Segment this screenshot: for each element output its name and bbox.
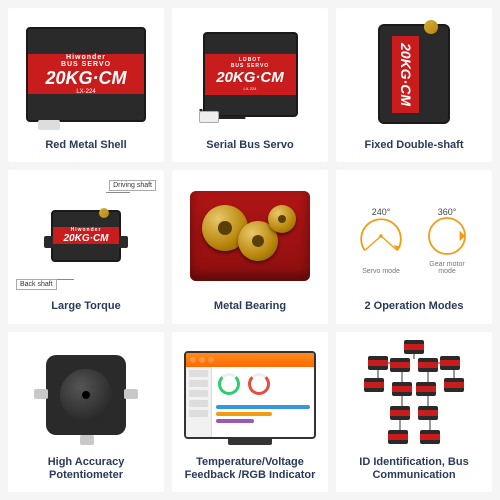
product-image xyxy=(176,178,324,295)
gauge-icon xyxy=(248,373,270,395)
feature-card-operation-modes: 240° Servo mode 360° Gear motor mode 2 O… xyxy=(336,170,492,324)
feature-card-serial-bus-servo: LOBOT BUS SERVO 20KG·CM LX-224 Serial Bu… xyxy=(172,8,328,162)
servo-node-icon xyxy=(388,430,408,444)
humanoid-robot-illustration xyxy=(364,340,464,450)
torque-text: 20KG·CM xyxy=(45,68,126,89)
feature-card-potentiometer: High Accuracy Potentiometer xyxy=(8,332,164,492)
servo-node-icon xyxy=(418,358,438,372)
servo-illustration: Hiwonder 20KG·CM xyxy=(51,210,121,262)
sidebar-icon xyxy=(186,367,212,439)
feature-caption: Fixed Double-shaft xyxy=(364,139,463,152)
servo-illustration: LOBOT BUS SERVO 20KG·CM LX-224 xyxy=(203,32,298,117)
feature-card-metal-bearing: Metal Bearing xyxy=(172,170,328,324)
servo-node-icon xyxy=(364,378,384,392)
feature-caption: High Accuracy Potentiometer xyxy=(12,456,160,482)
feature-caption: Temperature/Voltage Feedback /RGB Indica… xyxy=(176,456,324,482)
torque-text: 20KG·CM xyxy=(63,233,108,244)
product-image xyxy=(340,340,488,450)
gear-icon xyxy=(268,205,296,233)
gauge-icon xyxy=(218,373,240,395)
product-image: Hiwonder BUS SERVO 20KG·CM LX-224 xyxy=(12,16,160,133)
feature-card-id-bus-communication: ID Identification, Bus Communication xyxy=(336,332,492,492)
feature-card-fixed-double-shaft: 20KG·CM Fixed Double-shaft xyxy=(336,8,492,162)
servo-node-icon xyxy=(418,406,438,420)
servo-node-icon xyxy=(404,340,424,354)
servo-node-icon xyxy=(444,378,464,392)
servo-mode-arc: 240° Servo mode xyxy=(354,209,408,263)
servo-node-icon xyxy=(420,430,440,444)
gear-mode-label: Gear motor mode xyxy=(420,261,474,275)
servo-node-icon xyxy=(440,356,460,370)
servo-node-icon xyxy=(416,382,436,396)
callout-back-shaft: Back shaft xyxy=(16,279,57,290)
product-image: Driving shaft Hiwonder 20KG·CM Back shaf… xyxy=(12,178,160,295)
feature-card-red-metal-shell: Hiwonder BUS SERVO 20KG·CM LX-224 Red Me… xyxy=(8,8,164,162)
bar-icon xyxy=(216,412,272,416)
servo-node-icon xyxy=(390,406,410,420)
servo-node-icon xyxy=(390,358,410,372)
software-screen-illustration xyxy=(184,351,316,439)
callout-driving-shaft: Driving shaft xyxy=(109,180,156,191)
servo-illustration: 20KG·CM xyxy=(378,24,450,124)
feature-card-large-torque: Driving shaft Hiwonder 20KG·CM Back shaf… xyxy=(8,170,164,324)
monitor-base-icon xyxy=(228,437,272,445)
feature-caption: 2 Operation Modes xyxy=(364,300,463,313)
product-image: LOBOT BUS SERVO 20KG·CM LX-224 xyxy=(176,16,324,133)
torque-text: 20KG·CM xyxy=(398,43,414,106)
feature-caption: Serial Bus Servo xyxy=(206,139,293,152)
product-image xyxy=(176,340,324,450)
product-line-text: BUS SERVO xyxy=(61,61,111,68)
product-image xyxy=(12,340,160,450)
bar-icon xyxy=(216,405,310,409)
torque-text: 20KG·CM xyxy=(216,69,284,86)
servo-node-icon xyxy=(392,382,412,396)
bar-icon xyxy=(216,419,254,423)
dashboard-icon xyxy=(212,367,314,439)
window-titlebar-icon xyxy=(186,353,314,367)
plug-icon xyxy=(199,111,219,123)
servo-illustration: Hiwonder BUS SERVO 20KG·CM LX-224 xyxy=(26,27,146,122)
callout-line-icon xyxy=(106,192,130,193)
feature-caption: Red Metal Shell xyxy=(45,139,126,152)
feature-caption: ID Identification, Bus Communication xyxy=(340,456,488,482)
model-text: LX-224 xyxy=(76,89,95,95)
servo-mode-degrees: 240° xyxy=(372,207,391,217)
modes-diagram: 240° Servo mode 360° Gear motor mode xyxy=(340,178,488,295)
gearbox-illustration xyxy=(190,191,310,281)
feature-caption: Metal Bearing xyxy=(214,300,286,313)
model-text: LX-224 xyxy=(244,86,257,91)
servo-mode-label: Servo mode xyxy=(354,268,408,275)
brand-text: Hiwonder xyxy=(66,54,106,61)
gear-motor-mode-arc: 360° Gear motor mode xyxy=(420,209,474,263)
servo-node-icon xyxy=(368,356,388,370)
potentiometer-illustration xyxy=(46,355,126,435)
gear-mode-degrees: 360° xyxy=(438,207,457,217)
feature-card-feedback-indicator: Temperature/Voltage Feedback /RGB Indica… xyxy=(172,332,328,492)
product-image: 20KG·CM xyxy=(340,16,488,133)
feature-caption: Large Torque xyxy=(51,300,120,313)
